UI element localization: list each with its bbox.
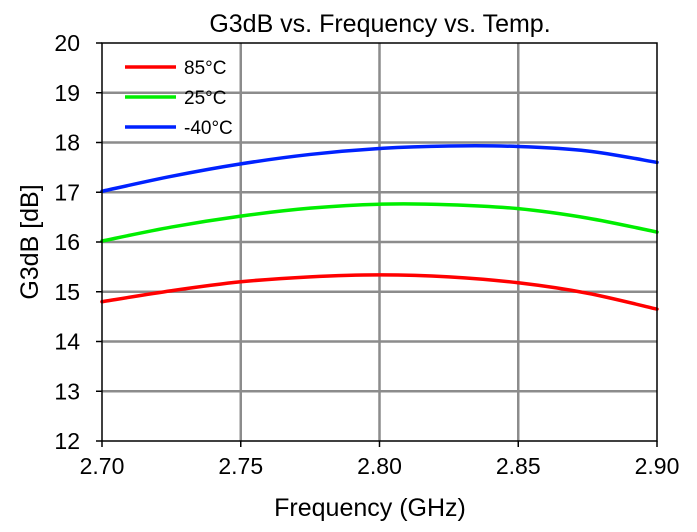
y-axis-ticks: 12 13 14 15 16 17 18 19 20 — [54, 30, 102, 454]
legend-label-2: 25°C — [184, 88, 226, 109]
y-tick-label: 12 — [54, 428, 80, 454]
series-line-2 — [100, 202, 659, 243]
y-tick-label: 14 — [54, 329, 80, 355]
x-tick-label: 2.85 — [496, 453, 541, 479]
x-tick-label: 2.75 — [218, 453, 263, 479]
y-tick-label: 20 — [54, 30, 80, 56]
grid-lines — [102, 43, 657, 441]
y-axis-label: G3dB [dB] — [16, 184, 44, 299]
chart-title: G3dB vs. Frequency vs. Temp. — [209, 10, 550, 38]
x-tick-label: 2.90 — [635, 453, 680, 479]
series-line-3 — [100, 144, 659, 194]
x-axis-ticks: 2.70 2.75 2.80 2.85 2.90 — [80, 441, 680, 479]
y-tick-label: 19 — [54, 80, 80, 106]
legend-label-3: -40°C — [184, 118, 233, 139]
x-tick-label: 2.80 — [357, 453, 402, 479]
series-lines — [100, 144, 659, 311]
y-tick-label: 18 — [54, 130, 80, 156]
legend-label-1: 85°C — [184, 58, 226, 79]
y-tick-label: 13 — [54, 378, 80, 404]
y-tick-label: 16 — [54, 229, 80, 255]
y-tick-label: 17 — [54, 179, 80, 205]
x-axis-label: Frequency (GHz) — [274, 494, 466, 522]
legend: 85°C 25°C -40°C — [125, 58, 233, 139]
y-tick-label: 15 — [54, 279, 80, 305]
series-line-1 — [100, 273, 659, 311]
x-tick-label: 2.70 — [80, 453, 125, 479]
